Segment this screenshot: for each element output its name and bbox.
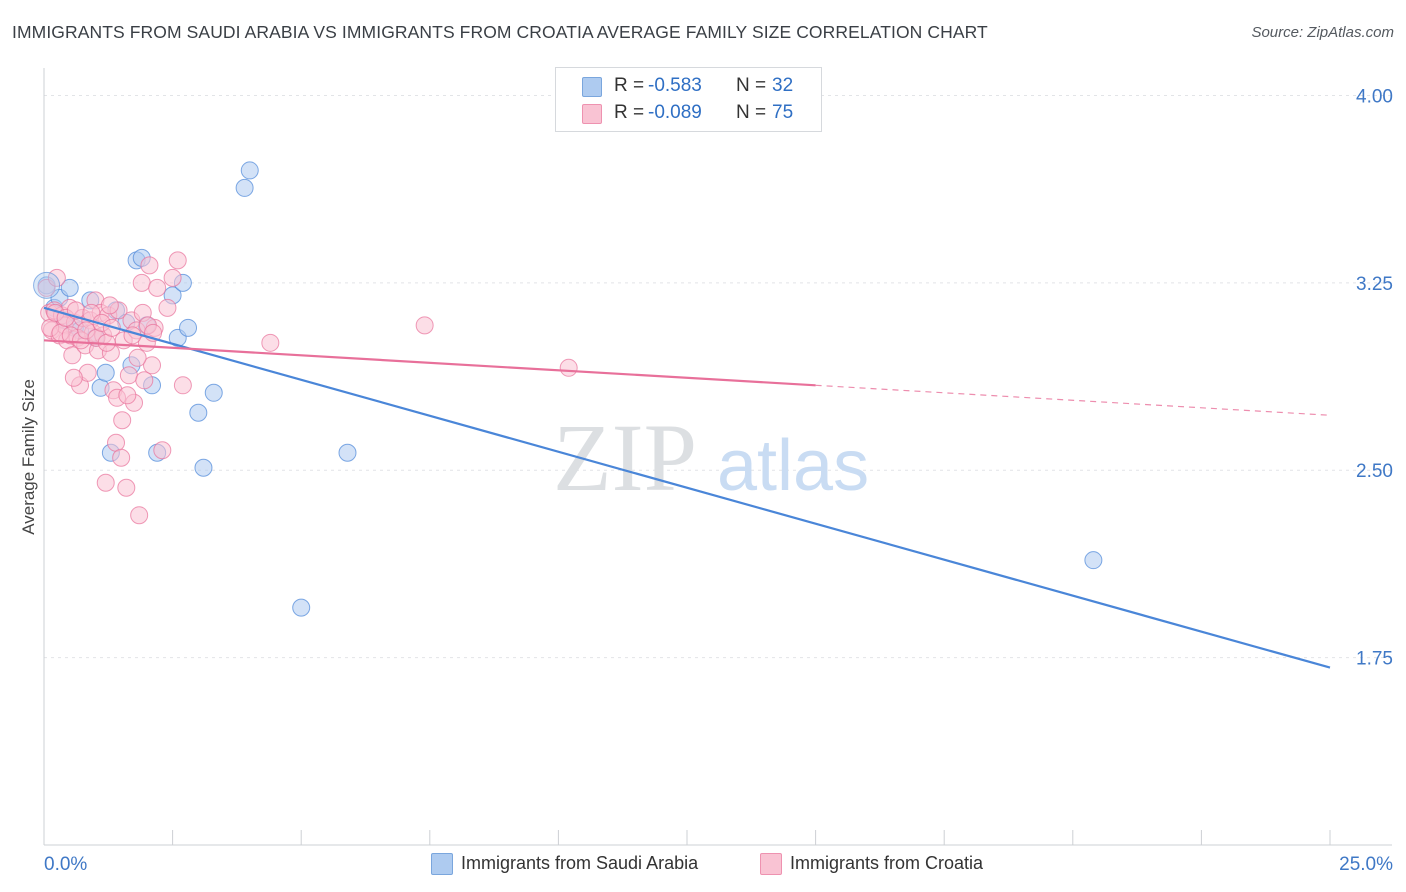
point-croatia	[261, 333, 280, 352]
y-tick-label: 3.25	[1356, 274, 1393, 295]
point-croatia	[128, 348, 147, 367]
point-croatia	[415, 316, 434, 335]
y-tick-label: 2.50	[1356, 461, 1393, 482]
bottom-legend-label-croatia: Immigrants from Croatia	[790, 853, 984, 873]
point-saudi	[179, 318, 198, 337]
y-tick-label: 1.75	[1356, 649, 1393, 670]
point-croatia	[173, 376, 192, 395]
point-croatia	[112, 448, 131, 467]
point-croatia	[158, 298, 177, 317]
legend-n-label: N =	[736, 102, 767, 123]
watermark: ZIP atlas	[553, 404, 869, 511]
point-croatia	[130, 506, 149, 525]
point-croatia	[64, 368, 83, 387]
point-croatia	[100, 296, 119, 315]
point-croatia	[63, 346, 82, 365]
legend-n-label: N =	[736, 75, 767, 96]
legend-r-label: R =	[614, 102, 645, 123]
trend-line-croatia-extension	[815, 384, 1331, 416]
point-croatia	[118, 386, 137, 405]
y-axis-label: Average Family Size	[19, 379, 38, 535]
axes	[43, 68, 1392, 846]
point-croatia	[168, 251, 187, 270]
point-saudi	[292, 598, 311, 617]
trend-line-croatia	[43, 339, 816, 387]
trend-line-saudi	[43, 306, 1331, 669]
source-label: Source: ZipAtlas.com	[1251, 24, 1394, 41]
tick-labels: 1.75 2.50 3.25 4.00 0.0% 25.0%	[44, 86, 1393, 875]
watermark-zip: ZIP	[553, 404, 697, 511]
point-croatia	[140, 256, 159, 275]
point-saudi-large	[33, 271, 61, 299]
legend-row-croatia: R = -0.089 N = 75	[556, 101, 821, 127]
point-croatia	[559, 358, 578, 377]
point-croatia	[153, 441, 172, 460]
y-tick-label: 4.00	[1356, 86, 1393, 107]
legend-swatch-saudi	[582, 77, 602, 97]
point-saudi	[235, 178, 254, 197]
point-saudi	[1084, 551, 1103, 570]
point-saudi	[189, 403, 208, 422]
chart-title: IMMIGRANTS FROM SAUDI ARABIA VS IMMIGRAN…	[12, 22, 988, 42]
point-saudi	[96, 363, 115, 382]
bottom-legend-swatch-croatia	[760, 853, 782, 875]
x-tick-label-max: 25.0%	[1339, 854, 1393, 875]
point-croatia	[113, 411, 132, 430]
data-points	[33, 161, 1103, 617]
point-croatia	[143, 356, 162, 375]
point-saudi	[60, 278, 79, 297]
trend-lines	[43, 306, 1331, 669]
point-croatia	[148, 278, 167, 297]
point-saudi	[338, 443, 357, 462]
legend-row-saudi: R = -0.583 N = 32	[556, 74, 821, 100]
point-croatia	[117, 478, 136, 497]
point-saudi	[204, 383, 223, 402]
legend-n-value: 32	[772, 75, 794, 96]
legend-r-value: -0.089	[648, 102, 702, 123]
point-saudi	[194, 458, 213, 477]
point-croatia	[96, 473, 115, 492]
point-croatia	[135, 371, 154, 390]
correlation-legend: R = -0.583 N = 32 R = -0.089 N = 75	[555, 67, 822, 132]
legend-r-value: -0.583	[648, 75, 702, 96]
point-croatia	[132, 273, 151, 292]
point-croatia	[119, 366, 138, 385]
point-saudi	[240, 161, 259, 180]
point-croatia	[107, 433, 126, 452]
x-tick-label-min: 0.0%	[44, 854, 87, 875]
legend-swatch-croatia	[582, 104, 602, 124]
point-croatia	[163, 268, 182, 287]
legend-n-value: 75	[772, 102, 794, 123]
bottom-legend-swatch-saudi	[431, 853, 453, 875]
watermark-atlas: atlas	[717, 426, 869, 506]
bottom-legend-label-saudi: Immigrants from Saudi Arabia	[461, 853, 699, 873]
legend-r-label: R =	[614, 75, 645, 96]
